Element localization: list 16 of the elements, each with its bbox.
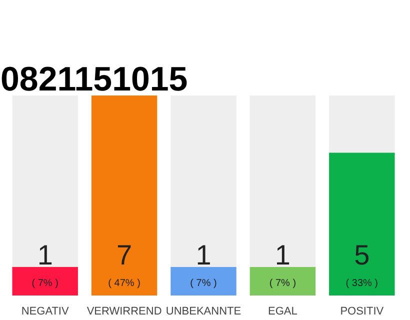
- x-tick-label: POSITIV: [340, 306, 384, 318]
- annotation: ( 7% ): [190, 278, 217, 289]
- annotation: ( 33% ): [346, 278, 378, 289]
- annotation: ( 7% ): [269, 278, 296, 289]
- x-tick-label: NEGATIV: [21, 306, 70, 318]
- annotation: ( 7% ): [32, 278, 58, 289]
- x-tick-label: VERWIRREND: [86, 306, 162, 318]
- data-label: 1: [274, 240, 290, 270]
- data-label: 1: [196, 240, 212, 270]
- x-tick-label: UNBEKANNTE: [166, 306, 242, 318]
- data-label: 7: [116, 240, 132, 270]
- annotation: ( 47% ): [108, 278, 140, 289]
- data-label: 1: [37, 240, 53, 270]
- data-label: 5: [354, 240, 370, 270]
- x-tick-label: EGAL: [268, 306, 298, 318]
- chart-title: 0821151015: [0, 60, 188, 98]
